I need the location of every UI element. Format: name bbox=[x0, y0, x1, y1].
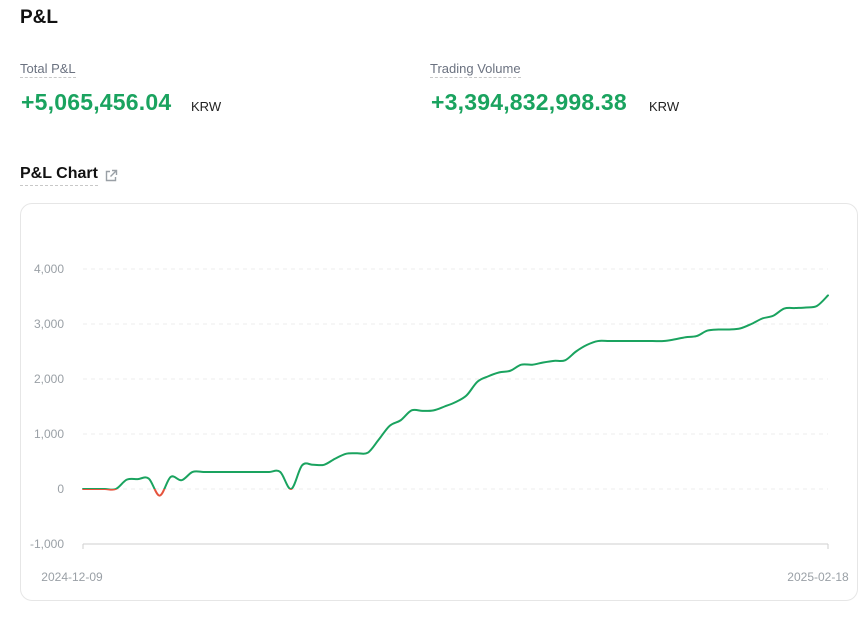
total-pnl-unit: KRW bbox=[191, 99, 222, 114]
page-title: P&L bbox=[20, 7, 58, 28]
external-link-icon[interactable] bbox=[104, 169, 118, 183]
trading-volume-unit: KRW bbox=[649, 99, 680, 114]
total-pnl-label: Total P&L bbox=[20, 61, 76, 78]
chart-card bbox=[20, 203, 858, 601]
trading-volume-label: Trading Volume bbox=[430, 61, 521, 78]
trading-volume-value: +3,394,832,998.38 bbox=[431, 89, 627, 115]
total-pnl-value: +5,065,456.04 bbox=[21, 89, 172, 115]
chart-header: P&L Chart bbox=[20, 165, 118, 186]
chart-title: P&L Chart bbox=[20, 165, 98, 186]
